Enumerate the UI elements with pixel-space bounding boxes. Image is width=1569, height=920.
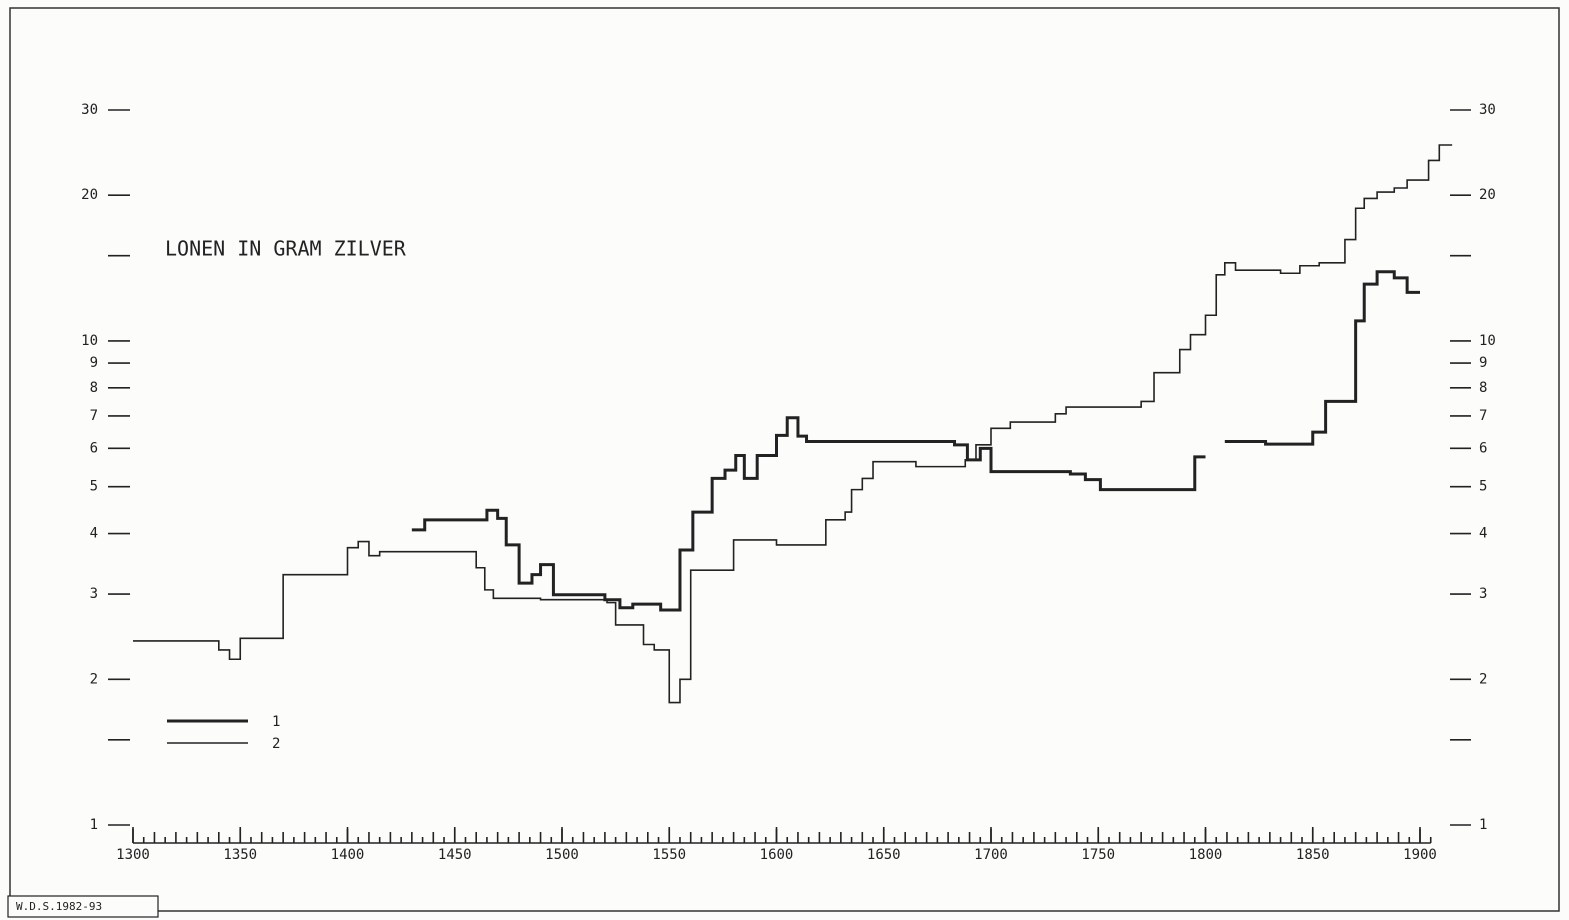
y2-tick-label: 10 — [1479, 333, 1496, 349]
y2-tick-label: 2 — [1479, 671, 1487, 687]
x-tick-label: 1850 — [1296, 847, 1330, 863]
series-line — [411, 270, 1420, 612]
y2-tick-label: 9 — [1479, 355, 1487, 371]
x-tick-label: 1400 — [331, 847, 365, 863]
credit: W.D.S.1982-93 — [16, 900, 102, 913]
y2-tick-label: 7 — [1479, 408, 1487, 424]
x-tick-label: 1300 — [116, 847, 150, 863]
x-tick-label: 1450 — [438, 847, 472, 863]
series-line — [133, 144, 1453, 704]
y-tick-label: 3 — [90, 586, 98, 602]
y-tick-label: 4 — [90, 526, 98, 542]
x-tick-label: 1700 — [974, 847, 1008, 863]
y2-tick-label: 4 — [1479, 526, 1487, 542]
x-tick-label: 1600 — [760, 847, 794, 863]
x-tick-label: 1650 — [867, 847, 901, 863]
y-tick-label: 20 — [81, 187, 98, 203]
y-tick-label: 8 — [90, 380, 98, 396]
y2-tick-label: 3 — [1479, 586, 1487, 602]
y2-tick-label: 6 — [1479, 440, 1487, 456]
y-tick-label: 1 — [90, 817, 98, 833]
x-tick-label: 1800 — [1189, 847, 1223, 863]
y-tick-label: 5 — [90, 479, 98, 495]
x-tick-label: 1350 — [223, 847, 257, 863]
y-tick-label: 10 — [81, 333, 98, 349]
y-tick-label: 30 — [81, 102, 98, 118]
credit-box — [7, 895, 159, 918]
y2-tick-label: 5 — [1479, 479, 1487, 495]
y2-tick-label: 20 — [1479, 187, 1496, 203]
y-tick-label: 7 — [90, 408, 98, 424]
x-tick-label: 1500 — [545, 847, 579, 863]
y-tick-label: 9 — [90, 355, 98, 371]
x-tick-label: 1750 — [1081, 847, 1115, 863]
frame — [9, 7, 1560, 912]
x-tick-label: 1900 — [1403, 847, 1437, 863]
x-tick-label: 1550 — [652, 847, 686, 863]
legend-label: 1 — [272, 714, 280, 730]
y2-tick-label: 8 — [1479, 380, 1487, 396]
y-tick-label: 2 — [90, 671, 98, 687]
y-tick-label: 6 — [90, 440, 98, 456]
chart-title: LONEN IN GRAM ZILVER — [165, 237, 407, 261]
legend-label: 2 — [272, 736, 280, 752]
y2-tick-label: 1 — [1479, 817, 1487, 833]
y2-tick-label: 30 — [1479, 102, 1496, 118]
